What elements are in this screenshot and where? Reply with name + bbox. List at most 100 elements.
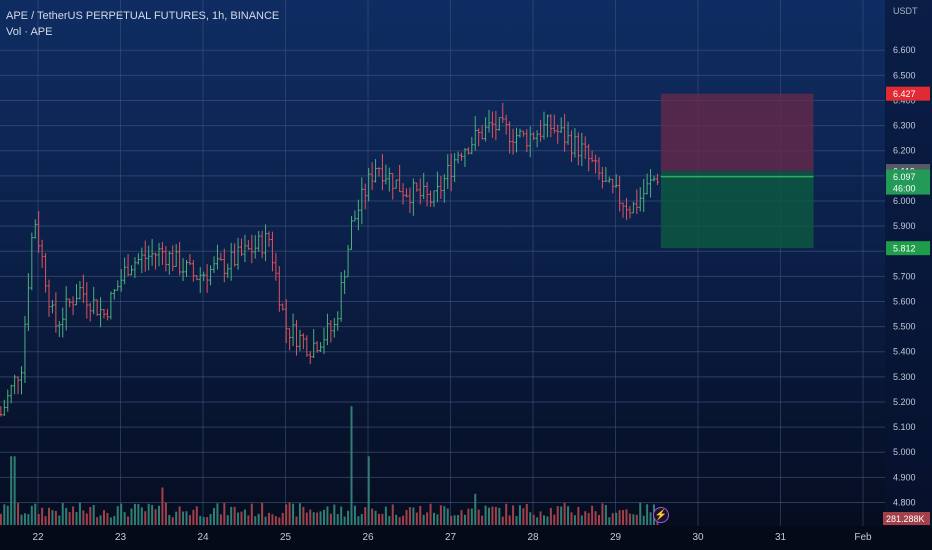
y-tick-label: 4.900 [893, 472, 916, 482]
position-tool[interactable] [660, 93, 814, 249]
ohlc-bar [594, 154, 598, 174]
x-tick-label: 29 [610, 532, 622, 543]
volume-bar [268, 512, 270, 525]
volume-bar [549, 507, 552, 525]
x-tick-label: 25 [280, 532, 292, 543]
ohlc-bar [346, 245, 350, 278]
volume-bar [649, 512, 652, 525]
stop-loss-zone [660, 93, 814, 172]
price-tag-bg [886, 169, 930, 184]
ohlc-bar [566, 121, 570, 145]
volume-bar [350, 406, 353, 525]
volume-bar [515, 516, 518, 525]
ohlc-bar [621, 202, 625, 218]
volume-bar [608, 517, 611, 525]
ohlc-bar [54, 292, 58, 333]
y-tick-label: 6.600 [893, 45, 916, 55]
ohlc-bar [356, 199, 360, 231]
ohlc-bar [614, 174, 618, 188]
ohlc-bar [559, 117, 563, 134]
ohlc-bar [532, 132, 536, 141]
symbol-title[interactable]: APE / TetherUS PERPETUAL FUTURES, 1h, BI… [6, 10, 280, 22]
ohlc-bar [652, 175, 656, 182]
volume-bar [402, 515, 405, 525]
ohlc-bar [295, 320, 298, 356]
currency-label: USDT [893, 6, 918, 16]
ohlc-bar [288, 328, 292, 351]
ohlc-bar [573, 128, 577, 158]
ohlc-bar [78, 281, 82, 300]
chart-legend: APE / TetherUS PERPETUAL FUTURES, 1h, BI… [6, 8, 279, 40]
volume-bar [477, 509, 480, 525]
volume-bar [329, 513, 332, 525]
volume-bar [34, 503, 37, 525]
volume-bar [96, 517, 99, 525]
x-tick-label: 28 [527, 532, 539, 543]
volume-bar [323, 509, 325, 525]
ohlc-bar [631, 201, 635, 214]
volume-bar [10, 456, 13, 525]
volume-bar [412, 507, 415, 525]
ohlc-bar [260, 230, 264, 259]
x-tick-label: 31 [775, 532, 787, 543]
ohlc-bar [432, 190, 436, 207]
volume-bar [567, 506, 570, 525]
ohlc-bar [284, 299, 288, 344]
lightning-icon[interactable]: ⚡ [653, 507, 669, 523]
volume-bar [261, 502, 264, 525]
volume-bar [123, 512, 126, 525]
volume-bar [494, 506, 497, 525]
volume-bar [333, 504, 336, 525]
volume-bar [305, 512, 308, 525]
volume-bar [23, 513, 26, 525]
ohlc-bar [387, 167, 391, 192]
volume-bar [48, 507, 50, 525]
ohlc-bar [274, 252, 278, 281]
x-tick-label: 27 [445, 532, 457, 543]
volume-bar [632, 514, 635, 525]
ohlc-bar [219, 252, 223, 261]
volume-bar [213, 508, 215, 525]
volume-bar [257, 513, 260, 525]
price-tag-bg [886, 241, 930, 256]
ohlc-bar [367, 167, 371, 202]
ohlc-bar [123, 257, 127, 285]
ohlc-bar [140, 247, 144, 274]
volume-bar [384, 506, 387, 525]
volume-bar [415, 512, 418, 525]
volume-bar [264, 516, 267, 525]
volume-bar [501, 516, 504, 525]
volume-bar [577, 506, 580, 525]
volume-bar [470, 508, 473, 525]
volume-bar [347, 510, 350, 525]
volume-bar [281, 512, 284, 525]
ohlc-bar [130, 265, 133, 276]
volume-bar [460, 510, 463, 525]
volume-bar [512, 505, 515, 525]
volume-bar [161, 487, 164, 525]
y-tick-label: 5.900 [893, 221, 916, 231]
ohlc-bar [607, 176, 611, 183]
ohlc-bar [542, 111, 546, 140]
ohlc-bar [205, 264, 209, 293]
volume-bar [154, 509, 157, 525]
volume-bar [543, 515, 545, 525]
x-tick-label: 26 [362, 532, 374, 543]
ohlc-bar [37, 211, 41, 253]
volume-bar [584, 511, 587, 525]
ohlc-bar [16, 376, 20, 395]
volume-bar [463, 514, 466, 525]
ohlc-bar [415, 182, 419, 192]
volume-bar [285, 504, 288, 525]
volume-bar [68, 512, 71, 525]
volume-bar [130, 508, 133, 525]
ohlc-bar [88, 302, 92, 322]
ohlc-bar [102, 308, 106, 319]
volume-bar [20, 514, 23, 525]
ohlc-bar [164, 246, 168, 272]
volume-bar [604, 505, 607, 525]
price-tag: 6.097 [893, 172, 916, 182]
ohlc-bar [71, 296, 75, 316]
volume-indicator-title[interactable]: Vol · APE [6, 26, 53, 38]
